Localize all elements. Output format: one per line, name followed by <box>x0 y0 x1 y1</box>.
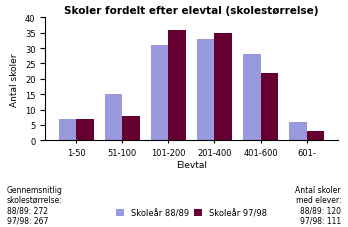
Bar <box>76 119 94 141</box>
Bar <box>58 119 76 141</box>
Bar <box>197 39 214 141</box>
Bar <box>261 73 278 141</box>
Text: Gennemsnitlig
skolestørrelse:
88/89: 272
97/98: 267: Gennemsnitlig skolestørrelse: 88/89: 272… <box>7 185 63 225</box>
Bar <box>122 116 140 141</box>
Y-axis label: Antal skoler: Antal skoler <box>10 53 19 106</box>
Bar <box>243 55 261 141</box>
Bar <box>105 95 122 141</box>
X-axis label: Elevtal: Elevtal <box>176 160 207 169</box>
Bar <box>151 46 168 141</box>
Text: Antal skoler
med elever:
88/89: 120
97/98: 111: Antal skoler med elever: 88/89: 120 97/9… <box>295 185 341 225</box>
Bar <box>307 131 324 141</box>
Legend: Skoleår 88/89, Skoleår 97/98: Skoleår 88/89, Skoleår 97/98 <box>116 209 267 218</box>
Bar <box>214 33 232 141</box>
Title: Skoler fordelt efter elevtal (skolestørrelse): Skoler fordelt efter elevtal (skolestørr… <box>64 6 319 16</box>
Bar <box>289 122 307 141</box>
Bar <box>168 30 186 141</box>
